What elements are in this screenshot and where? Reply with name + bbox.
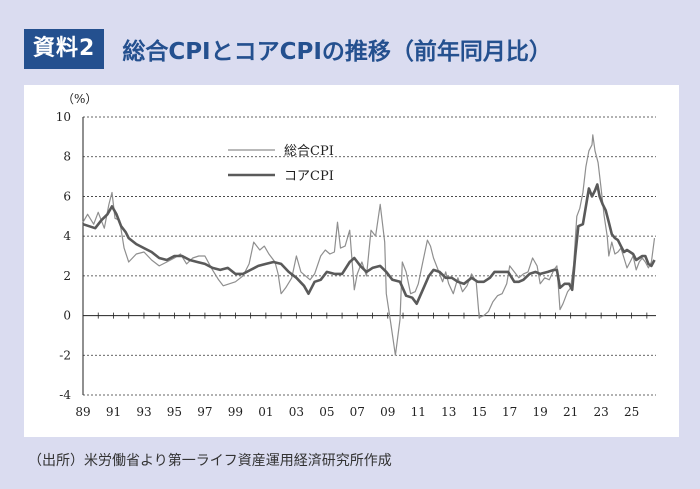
y-tick-label: 6 (63, 189, 71, 203)
chart-header: 資料2 総合CPIとコアCPIの推移（前年同月比） (24, 28, 552, 70)
x-tick-label: 13 (441, 405, 456, 419)
chart-title: 総合CPIとコアCPIの推移（前年同月比） (122, 39, 552, 65)
x-tick-label: 09 (380, 405, 395, 419)
figure-badge: 資料2 (24, 29, 105, 69)
x-tick-label: 97 (197, 405, 212, 419)
x-tick-label: 01 (258, 405, 273, 419)
x-tick-label: 23 (593, 405, 608, 419)
series-line-headline-cpi (82, 134, 656, 356)
y-tick-label: 10 (56, 110, 71, 124)
x-tick-label: 03 (289, 405, 304, 419)
y-tick-label: -4 (59, 388, 71, 402)
x-tick-label: 21 (563, 405, 578, 419)
x-tick-label: 07 (350, 405, 365, 419)
x-tick-label: 93 (136, 405, 151, 419)
series-line-core-cpi (82, 183, 656, 305)
x-tick-label: 17 (502, 405, 517, 419)
y-tick-label: 2 (63, 269, 71, 283)
y-tick-label: 8 (63, 150, 71, 164)
y-tick-label: 0 (63, 309, 71, 323)
x-tick-label: 11 (411, 405, 426, 419)
y-axis-unit-label: （%） (62, 92, 97, 106)
x-tick-label: 25 (624, 405, 639, 419)
legend-label: コアCPI (284, 169, 334, 184)
x-tick-label: 95 (167, 405, 182, 419)
y-tick-label: 4 (63, 229, 71, 243)
x-tick-label: 99 (228, 405, 243, 419)
source-note: （出所）米労働省より第一ライフ資産運用経済研究所作成 (28, 453, 392, 469)
x-tick-label: 05 (319, 405, 334, 419)
y-tick-label: -2 (59, 348, 71, 362)
x-tick-label: 15 (472, 405, 487, 419)
x-tick-label: 19 (533, 405, 548, 419)
x-tick-label: 89 (75, 405, 90, 419)
x-tick-label: 91 (106, 405, 121, 419)
legend-label: 総合CPI (284, 144, 334, 159)
